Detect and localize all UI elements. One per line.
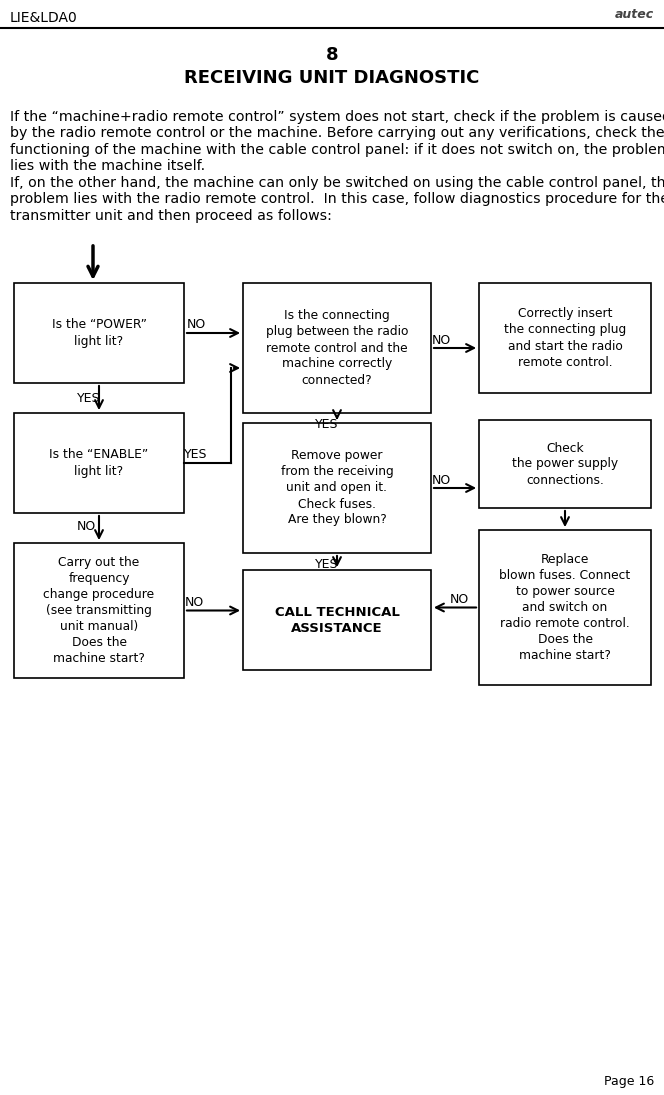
Text: If the “machine+radio remote control” system does not start, check if the proble: If the “machine+radio remote control” sy… — [10, 110, 664, 124]
Text: Replace
blown fuses. Connect
to power source
and switch on
radio remote control.: Replace blown fuses. Connect to power so… — [499, 553, 631, 662]
FancyBboxPatch shape — [14, 543, 184, 678]
Text: Remove power
from the receiving
unit and open it.
Check fuses.
Are they blown?: Remove power from the receiving unit and… — [281, 450, 393, 527]
FancyBboxPatch shape — [14, 283, 184, 383]
Text: lies with the machine itself.: lies with the machine itself. — [10, 160, 205, 173]
Text: NO: NO — [432, 473, 451, 486]
Text: YES: YES — [315, 418, 339, 431]
Text: autec: autec — [615, 8, 654, 21]
Text: problem lies with the radio remote control.  In this case, follow diagnostics pr: problem lies with the radio remote contr… — [10, 193, 664, 207]
FancyBboxPatch shape — [479, 420, 651, 508]
FancyBboxPatch shape — [479, 283, 651, 393]
FancyBboxPatch shape — [243, 570, 431, 670]
Text: LIE&LDA0: LIE&LDA0 — [10, 11, 78, 25]
Text: Is the “ENABLE”
light lit?: Is the “ENABLE” light lit? — [49, 449, 149, 477]
Text: YES: YES — [77, 392, 100, 404]
FancyBboxPatch shape — [479, 530, 651, 685]
FancyBboxPatch shape — [243, 423, 431, 553]
Text: Is the connecting
plug between the radio
remote control and the
machine correctl: Is the connecting plug between the radio… — [266, 310, 408, 387]
Text: NO: NO — [187, 319, 206, 332]
Text: NO: NO — [450, 593, 469, 606]
Text: YES: YES — [184, 449, 208, 461]
Text: CALL TECHNICAL
ASSISTANCE: CALL TECHNICAL ASSISTANCE — [274, 606, 400, 634]
Text: functioning of the machine with the cable control panel: if it does not switch o: functioning of the machine with the cabl… — [10, 143, 664, 157]
Text: Is the “POWER”
light lit?: Is the “POWER” light lit? — [52, 319, 147, 347]
Text: Correctly insert
the connecting plug
and start the radio
remote control.: Correctly insert the connecting plug and… — [504, 308, 626, 369]
FancyBboxPatch shape — [14, 413, 184, 512]
Text: NO: NO — [185, 596, 204, 609]
Text: NO: NO — [77, 520, 96, 533]
Text: Check
the power supply
connections.: Check the power supply connections. — [512, 441, 618, 486]
Text: by the radio remote control or the machine. Before carrying out any verification: by the radio remote control or the machi… — [10, 127, 664, 140]
FancyBboxPatch shape — [243, 283, 431, 413]
Text: If, on the other hand, the machine can only be switched on using the cable contr: If, on the other hand, the machine can o… — [10, 176, 664, 191]
Text: Page 16: Page 16 — [604, 1075, 654, 1088]
Text: NO: NO — [432, 334, 451, 346]
Text: YES: YES — [315, 558, 339, 572]
Text: 8: 8 — [325, 46, 339, 64]
Text: Carry out the
frequency
change procedure
(see transmitting
unit manual)
Does the: Carry out the frequency change procedure… — [43, 556, 155, 665]
Text: RECEIVING UNIT DIAGNOSTIC: RECEIVING UNIT DIAGNOSTIC — [185, 69, 479, 87]
Text: transmitter unit and then proceed as follows:: transmitter unit and then proceed as fol… — [10, 209, 332, 223]
